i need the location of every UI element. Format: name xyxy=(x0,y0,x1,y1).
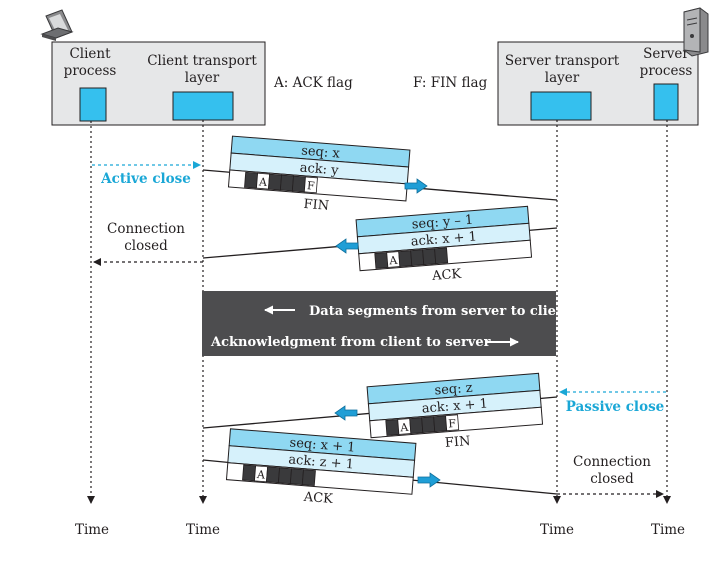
segment-ack-text: ack: z + 1 xyxy=(288,452,355,472)
segment-seq-text: seq: y – 1 xyxy=(411,213,474,233)
flag-cell xyxy=(244,171,259,189)
segment-ack-text: ack: x + 1 xyxy=(410,229,477,249)
laptop-icon xyxy=(40,9,74,41)
server-connection-closed-label: Connection closed xyxy=(573,454,651,487)
fin-flag-legend: F: FIN flag xyxy=(413,75,488,91)
client-host: Client process Client transport layer xyxy=(51,41,266,126)
segment-seq-text: seq: x + 1 xyxy=(289,435,356,455)
segment-name: ACK xyxy=(302,490,333,507)
client-process-label: Client process xyxy=(64,46,117,79)
server-host: Server transport layer Server process xyxy=(497,41,699,126)
client-process-block xyxy=(79,87,107,122)
flag-cell xyxy=(434,247,449,265)
segment-seq-text: seq: x xyxy=(301,144,341,162)
server-transport-block xyxy=(530,91,592,121)
flag-A-text: A xyxy=(399,421,410,435)
segment-ack-text: ack: x + 1 xyxy=(421,396,488,416)
flag-cell xyxy=(433,415,448,433)
time-label-client-transport: Time xyxy=(186,522,220,538)
direction-arrow xyxy=(417,472,441,488)
direction-arrow xyxy=(404,178,428,194)
flag-cell xyxy=(267,173,282,191)
client-connection-closed-label: Connection closed xyxy=(107,221,185,254)
server-process-label: Server process xyxy=(640,46,693,79)
client-transport-block xyxy=(172,91,234,121)
flag-cell xyxy=(289,468,304,486)
flag-cell xyxy=(291,175,306,193)
flag-cell xyxy=(279,174,294,192)
flag-cell xyxy=(409,417,424,434)
flag-cell-F xyxy=(303,176,318,194)
flag-cell xyxy=(385,419,400,436)
segment-ack-text: ack: y xyxy=(299,161,339,179)
direction-arrow xyxy=(335,238,359,254)
server-icon xyxy=(683,7,709,57)
flag-cell xyxy=(421,416,436,434)
direction-arrow xyxy=(334,405,358,421)
segment-name: ACK xyxy=(431,267,462,284)
flag-A-text: A xyxy=(255,468,266,482)
flag-cell xyxy=(301,469,316,486)
segment-name: FIN xyxy=(444,434,471,451)
flag-cell xyxy=(266,466,281,484)
time-label-server-transport: Time xyxy=(540,522,574,538)
flag-cell xyxy=(410,249,425,267)
passive-close-label: Passive close xyxy=(566,399,665,415)
time-label-server-process: Time xyxy=(651,522,685,538)
flag-A-text: A xyxy=(388,254,399,268)
ack-flag-legend: A: ACK flag xyxy=(273,75,353,91)
flag-cell xyxy=(398,250,413,267)
server-to-client-label: Data segments from server to client xyxy=(309,304,571,319)
server-transport-label: Server transport layer xyxy=(505,53,620,86)
flag-cell xyxy=(277,467,292,485)
flag-cell xyxy=(242,464,257,482)
segment-name: FIN xyxy=(303,197,330,214)
data-transfer-band: Data segments from server to client Ackn… xyxy=(202,291,571,356)
flag-F-text: F xyxy=(448,417,457,431)
server-process-block xyxy=(653,83,679,121)
client-to-server-label: Acknowledgment from client to server xyxy=(210,335,491,350)
flag-A-text: A xyxy=(257,175,268,189)
time-label-client-process: Time xyxy=(75,522,109,538)
flag-cell xyxy=(422,248,437,266)
segment-seq-text: seq: z xyxy=(434,381,473,399)
flag-F-text: F xyxy=(306,179,315,193)
active-close-label: Active close xyxy=(100,171,191,187)
flag-cell xyxy=(374,252,389,269)
flag-cell-F xyxy=(445,414,460,432)
client-transport-label: Client transport layer xyxy=(147,53,257,86)
